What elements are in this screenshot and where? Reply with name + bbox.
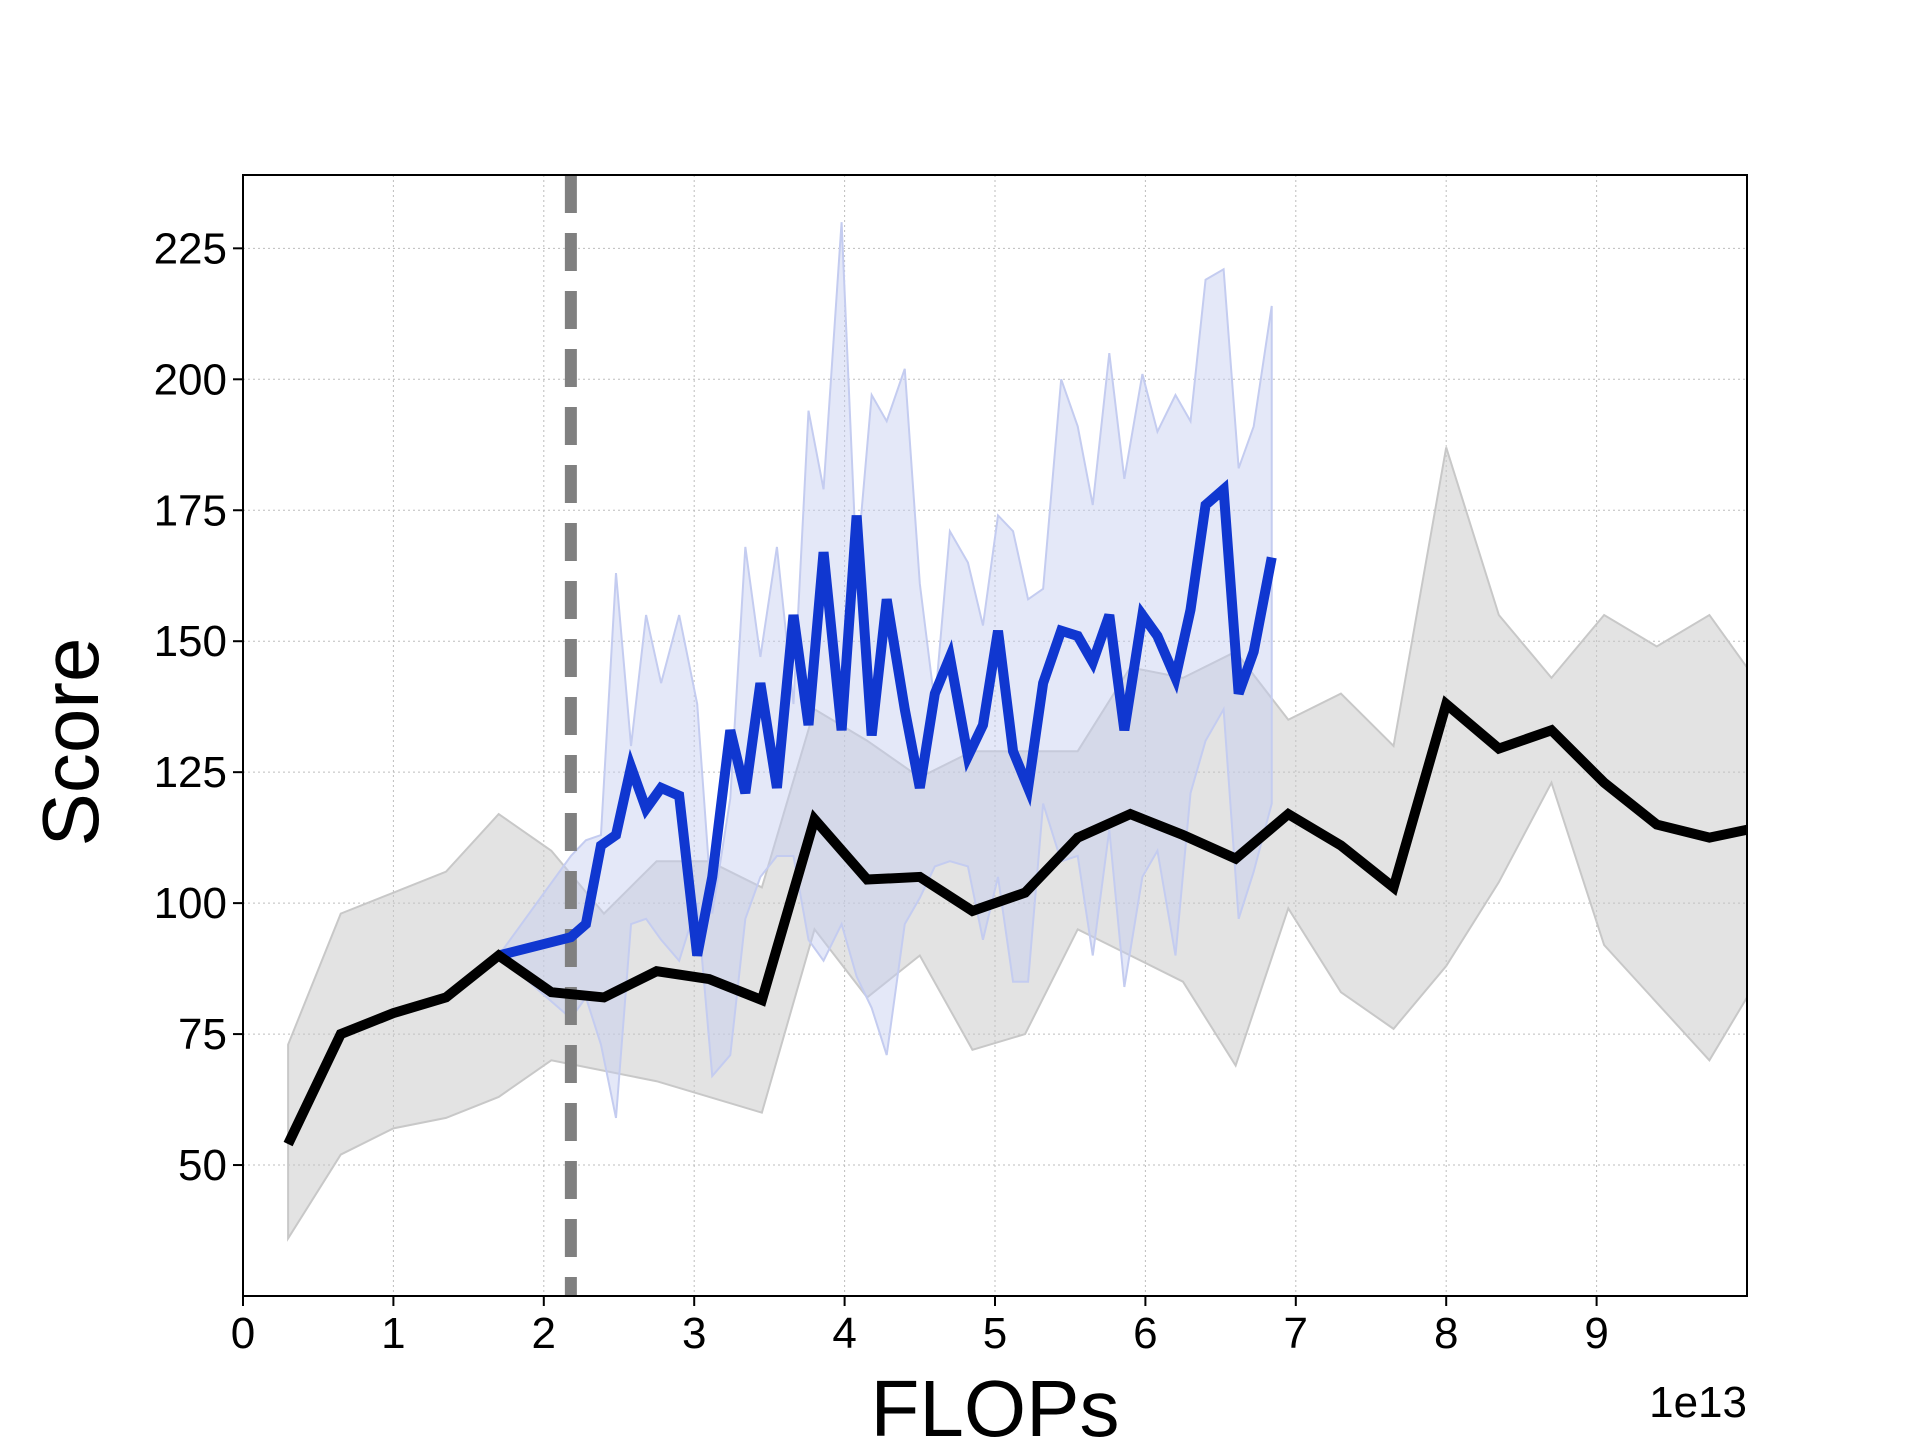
y-tick-label: 225 bbox=[154, 224, 227, 273]
x-tick-label: 6 bbox=[1133, 1309, 1157, 1358]
y-tick-label: 150 bbox=[154, 617, 227, 666]
x-tick-label: 2 bbox=[532, 1309, 556, 1358]
series-1-line bbox=[283, 695, 1749, 1147]
series-2-line bbox=[497, 478, 1277, 961]
x-tick-label: 5 bbox=[983, 1309, 1007, 1358]
x-axis-offset-label: 1e13 bbox=[1649, 1378, 1747, 1427]
y-tick-label: 200 bbox=[154, 355, 227, 404]
y-axis-ticks: 50 75 100 125 150 175 200 225 bbox=[154, 224, 243, 1190]
y-axis-title: Score bbox=[26, 638, 115, 847]
x-axis-title: FLOPs bbox=[871, 1364, 1120, 1440]
series-2-band bbox=[497, 222, 1273, 1119]
x-tick-label: 0 bbox=[231, 1309, 255, 1358]
confidence-bands bbox=[287, 222, 1748, 1242]
y-tick-label: 100 bbox=[154, 879, 227, 928]
x-tick-label: 8 bbox=[1434, 1309, 1458, 1358]
x-tick-label: 1 bbox=[381, 1309, 405, 1358]
x-tick-label: 3 bbox=[682, 1309, 706, 1358]
y-tick-label: 175 bbox=[154, 486, 227, 535]
y-tick-label: 75 bbox=[178, 1010, 227, 1059]
series-lines bbox=[283, 478, 1749, 1147]
y-tick-label: 125 bbox=[154, 748, 227, 797]
y-tick-label: 50 bbox=[178, 1141, 227, 1190]
x-tick-label: 9 bbox=[1584, 1309, 1608, 1358]
x-tick-label: 4 bbox=[832, 1309, 856, 1358]
x-axis-ticks: 0 1 2 3 4 5 6 7 8 9 bbox=[231, 1296, 1609, 1358]
x-tick-label: 7 bbox=[1284, 1309, 1308, 1358]
